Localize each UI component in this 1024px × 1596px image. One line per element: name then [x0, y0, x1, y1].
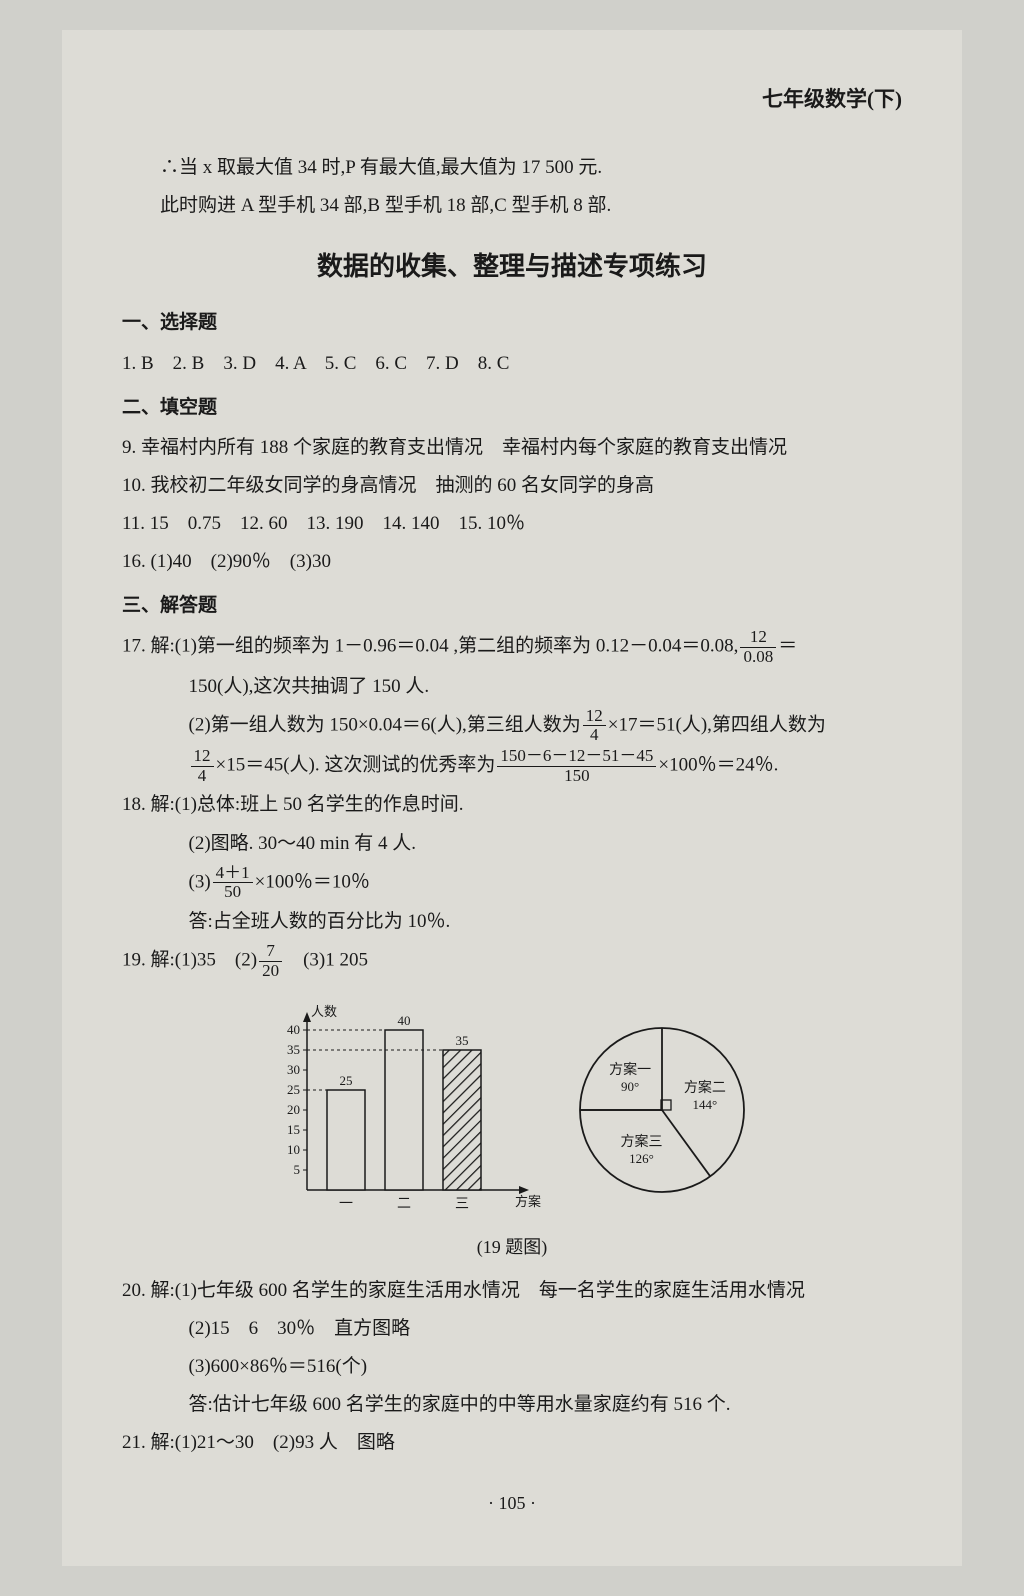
section-3-heading: 三、解答题 — [122, 588, 902, 624]
frac-12-4a: 124 — [583, 707, 606, 745]
svg-text:15: 15 — [287, 1122, 300, 1137]
q19-line1: 19. 解:(1)35 (2)720 (3)1 205 — [122, 942, 902, 980]
frac-12-008: 120.08 — [740, 628, 776, 666]
svg-text:三: 三 — [455, 1197, 469, 1212]
svg-text:方案一: 方案一 — [609, 1062, 651, 1079]
q20-line2: (2)15 6 30％ 直方图略 — [122, 1311, 902, 1347]
q18-line4: 答:占全班人数的百分比为 10％. — [122, 904, 902, 940]
intro-line-2: 此时购进 A 型手机 34 部,B 型手机 18 部,C 型手机 8 部. — [122, 188, 902, 224]
figure-19: 人数方案 5 10 15 20 25 30 35 40 25 一 40 二 35 三 方案一90° 方案二144… — [232, 995, 792, 1225]
q19-1a-text: 19. 解:(1)35 (2) — [122, 950, 257, 971]
frac-12-4b: 124 — [191, 747, 214, 785]
svg-text:35: 35 — [456, 1033, 469, 1048]
fb-16: 16. (1)40 (2)90％ (3)30 — [122, 544, 902, 580]
q17-line3: 124×15＝45(人). 这次测试的优秀率为150－6－12－51－45150… — [122, 747, 902, 785]
fb-10: 10. 我校初二年级女同学的身高情况 抽测的 60 名女同学的身高 — [122, 468, 902, 504]
svg-text:40: 40 — [287, 1022, 300, 1037]
q17-3a-text: ×15＝45(人). 这次测试的优秀率为 — [216, 755, 496, 776]
mc-answers: 1. B 2. B 3. D 4. A 5. C 6. C 7. D 8. C — [122, 346, 902, 382]
q21-line: 21. 解:(1)21～30 (2)93 人 图略 — [122, 1425, 902, 1461]
svg-text:25: 25 — [340, 1073, 353, 1088]
q18-line1: 18. 解:(1)总体:班上 50 名学生的作息时间. — [122, 787, 902, 823]
q17-line1: 17. 解:(1)第一组的频率为 1－0.96＝0.04 ,第二组的频率为 0.… — [122, 628, 902, 666]
svg-text:25: 25 — [287, 1082, 300, 1097]
svg-text:方案: 方案 — [515, 1194, 541, 1209]
figure-svg: 人数方案 5 10 15 20 25 30 35 40 25 一 40 二 35 三 方案一90° 方案二144… — [232, 995, 792, 1225]
svg-text:30: 30 — [287, 1062, 300, 1077]
section-2-heading: 二、填空题 — [122, 390, 902, 426]
frac-41-50: 4＋150 — [213, 864, 253, 902]
svg-text:35: 35 — [287, 1042, 300, 1057]
q17-line2: (2)第一组人数为 150×0.04＝6(人),第三组人数为124×17＝51(… — [122, 707, 902, 745]
svg-text:40: 40 — [398, 1013, 411, 1028]
svg-text:5: 5 — [294, 1162, 301, 1177]
svg-text:20: 20 — [287, 1102, 300, 1117]
svg-text:10: 10 — [287, 1142, 300, 1157]
q20-line1: 20. 解:(1)七年级 600 名学生的家庭生活用水情况 每一名学生的家庭生活… — [122, 1273, 902, 1309]
q20-line3: (3)600×86％＝516(个) — [122, 1349, 902, 1385]
svg-text:二: 二 — [397, 1197, 411, 1212]
q18-3a-text: (3) — [189, 871, 211, 892]
svg-text:144°: 144° — [693, 1098, 718, 1113]
q17-2b-text: ×17＝51(人),第四组人数为 — [608, 714, 826, 735]
q17-1a-text: 17. 解:(1)第一组的频率为 1－0.96＝0.04 ,第二组的频率为 0.… — [122, 636, 738, 657]
q19-1b-text: (3)1 205 — [284, 950, 368, 971]
svg-text:90°: 90° — [621, 1080, 639, 1095]
q18-3b-text: ×100％＝10％ — [255, 871, 370, 892]
svg-text:126°: 126° — [629, 1152, 654, 1167]
intro-line-1: ∴当 x 取最大值 34 时,P 有最大值,最大值为 17 500 元. — [122, 150, 902, 186]
svg-text:方案二: 方案二 — [684, 1080, 726, 1097]
svg-text:人数: 人数 — [311, 1004, 337, 1019]
page: 七年级数学(下) ∴当 x 取最大值 34 时,P 有最大值,最大值为 17 5… — [62, 30, 962, 1566]
q17-3b-text: ×100％＝24％. — [658, 755, 778, 776]
svg-text:方案三: 方案三 — [621, 1134, 663, 1151]
section-title: 数据的收集、整理与描述专项练习 — [122, 242, 902, 291]
figure-caption: (19 题图) — [122, 1230, 902, 1264]
fb-11-15: 11. 15 0.75 12. 60 13. 190 14. 140 15. 1… — [122, 506, 902, 542]
svg-text:一: 一 — [339, 1197, 353, 1212]
section-1-heading: 一、选择题 — [122, 305, 902, 341]
frac-big: 150－6－12－51－45150 — [497, 747, 656, 785]
q18-line2: (2)图略. 30～40 min 有 4 人. — [122, 826, 902, 862]
page-header: 七年级数学(下) — [122, 80, 902, 120]
q17-line1b: 150(人),这次共抽调了 150 人. — [122, 669, 902, 705]
page-number: · 105 · — [122, 1486, 902, 1520]
q20-line4: 答:估计七年级 600 名学生的家庭中的中等用水量家庭约有 516 个. — [122, 1387, 902, 1423]
q18-line3: (3)4＋150×100％＝10％ — [122, 864, 902, 902]
q17-2a-text: (2)第一组人数为 150×0.04＝6(人),第三组人数为 — [189, 714, 581, 735]
fb-9: 9. 幸福村内所有 188 个家庭的教育支出情况 幸福村内每个家庭的教育支出情况 — [122, 430, 902, 466]
frac-7-20: 720 — [259, 942, 282, 980]
